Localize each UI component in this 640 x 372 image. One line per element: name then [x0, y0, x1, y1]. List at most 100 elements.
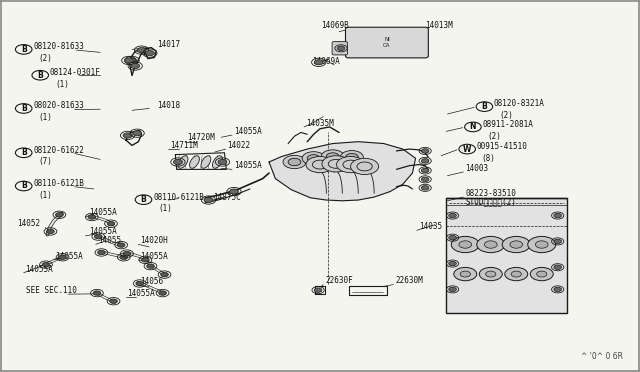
Circle shape [127, 58, 136, 63]
Circle shape [132, 131, 141, 136]
FancyBboxPatch shape [446, 198, 567, 313]
Text: 14018: 14018 [157, 101, 180, 110]
Polygon shape [269, 142, 415, 201]
Text: 14055A: 14055A [234, 127, 262, 136]
Circle shape [459, 241, 472, 248]
Text: (1): (1) [38, 191, 52, 200]
Circle shape [449, 213, 456, 218]
Text: 08120-8321A: 08120-8321A [494, 99, 545, 109]
Circle shape [477, 236, 505, 253]
Circle shape [47, 229, 54, 234]
Text: 14013M: 14013M [425, 21, 453, 30]
Circle shape [123, 251, 131, 256]
Text: 14720M: 14720M [188, 134, 215, 142]
Text: B: B [21, 148, 27, 157]
Circle shape [173, 160, 182, 164]
Ellipse shape [201, 156, 211, 168]
Circle shape [131, 63, 140, 68]
Text: 08110-6121B: 08110-6121B [153, 192, 204, 202]
Text: (8): (8) [482, 154, 496, 163]
Text: (7): (7) [38, 157, 52, 166]
Circle shape [88, 215, 96, 219]
Circle shape [147, 264, 154, 268]
Ellipse shape [189, 156, 200, 168]
Text: W: W [463, 145, 472, 154]
Circle shape [302, 152, 325, 165]
Text: 14017: 14017 [157, 41, 180, 49]
Circle shape [421, 186, 429, 190]
Text: 00915-41510: 00915-41510 [477, 142, 527, 151]
Text: B: B [37, 71, 43, 80]
Circle shape [161, 272, 168, 277]
Circle shape [98, 250, 105, 255]
Text: 08020-81633: 08020-81633 [33, 101, 84, 110]
Circle shape [537, 271, 547, 277]
Text: SEE SEC.110: SEE SEC.110 [26, 286, 76, 295]
Text: (1): (1) [55, 80, 68, 89]
Circle shape [141, 258, 149, 262]
Text: 14055A: 14055A [90, 208, 117, 217]
Circle shape [454, 267, 477, 281]
Text: 14055A: 14055A [90, 227, 117, 236]
Text: (2): (2) [488, 132, 502, 141]
Circle shape [136, 281, 143, 286]
Circle shape [321, 150, 344, 163]
Circle shape [346, 154, 358, 161]
Circle shape [120, 255, 127, 260]
Circle shape [511, 271, 522, 277]
Text: 08911-2081A: 08911-2081A [483, 120, 533, 129]
Circle shape [554, 239, 561, 244]
Text: 14035: 14035 [419, 222, 442, 231]
Circle shape [56, 212, 63, 217]
Text: 14711M: 14711M [170, 141, 198, 150]
Circle shape [159, 291, 166, 295]
Circle shape [137, 48, 146, 53]
Circle shape [123, 133, 132, 138]
Circle shape [554, 213, 561, 218]
Circle shape [93, 291, 100, 295]
Circle shape [484, 241, 497, 248]
Circle shape [460, 271, 470, 277]
Circle shape [204, 198, 213, 203]
Text: 14052: 14052 [17, 219, 40, 228]
Circle shape [421, 168, 429, 173]
Circle shape [42, 262, 50, 267]
Text: 14022: 14022 [228, 141, 251, 150]
Circle shape [314, 288, 322, 292]
Circle shape [449, 235, 456, 240]
Text: 14069A: 14069A [312, 57, 340, 66]
Circle shape [479, 267, 502, 281]
Circle shape [449, 261, 456, 266]
Ellipse shape [178, 156, 188, 168]
Circle shape [502, 236, 531, 253]
Text: B: B [481, 102, 487, 111]
Ellipse shape [212, 156, 222, 168]
Circle shape [314, 60, 323, 65]
Circle shape [536, 241, 548, 248]
FancyBboxPatch shape [346, 27, 428, 58]
Text: 08120-81633: 08120-81633 [33, 42, 84, 51]
Text: 08223-83510: 08223-83510 [465, 189, 516, 198]
Circle shape [554, 287, 561, 292]
Circle shape [95, 234, 102, 239]
Circle shape [307, 155, 320, 162]
Text: 14055A: 14055A [56, 251, 83, 260]
Circle shape [451, 236, 479, 253]
Text: 14875C: 14875C [213, 192, 241, 202]
Circle shape [528, 236, 556, 253]
Text: B: B [21, 182, 27, 190]
Text: NI
CA: NI CA [383, 37, 390, 48]
Text: 08120-61622: 08120-61622 [33, 145, 84, 155]
Text: N: N [470, 122, 476, 131]
Text: 14003: 14003 [465, 164, 488, 173]
Text: 08124-0301F: 08124-0301F [50, 68, 100, 77]
Text: 22630M: 22630M [395, 276, 423, 285]
Text: 14055A: 14055A [140, 251, 168, 260]
Circle shape [340, 151, 364, 164]
Circle shape [337, 46, 345, 51]
Circle shape [218, 160, 227, 164]
Text: 14055: 14055 [99, 236, 122, 245]
Text: (2): (2) [499, 111, 513, 120]
Text: 14069B: 14069B [321, 21, 349, 30]
Circle shape [421, 159, 429, 163]
